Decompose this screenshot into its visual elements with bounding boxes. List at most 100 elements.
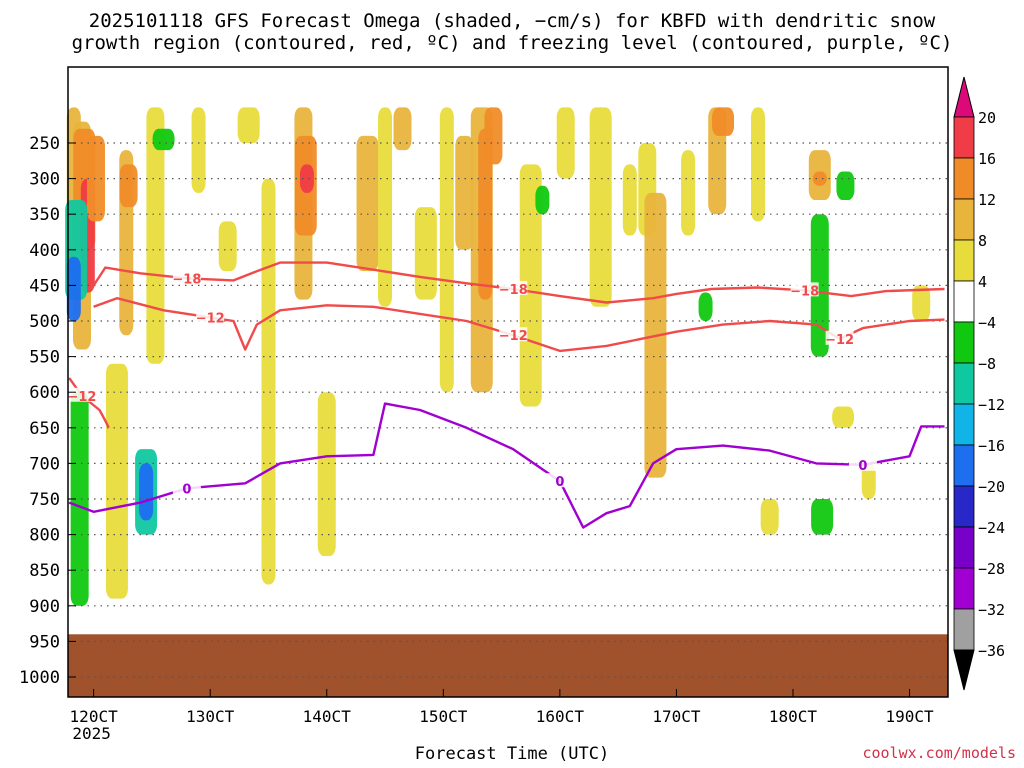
y-tick-label: 650 xyxy=(29,419,60,439)
contour-label-bg xyxy=(499,280,528,295)
colorbar-label: 8 xyxy=(978,232,987,250)
colorbar-band xyxy=(953,116,975,159)
contour-label-bg xyxy=(499,327,528,342)
chart-title-line1: 2025101118 GFS Forecast Omega (shaded, −… xyxy=(88,10,936,32)
colorbar-label: −24 xyxy=(978,519,1005,537)
omega-shade-region xyxy=(146,107,165,364)
x-axis-label: Forecast Time (UTC) xyxy=(414,744,610,764)
contour-label-bg xyxy=(545,473,574,488)
colorbar-label: 12 xyxy=(978,191,996,209)
colorbar-band xyxy=(953,198,975,241)
colorbar-band xyxy=(953,444,975,487)
contour-label-bg xyxy=(196,309,225,324)
contour-dgz_minus12 xyxy=(93,297,945,353)
contour-label-bg xyxy=(825,330,854,345)
omega-shade-region xyxy=(139,463,154,521)
omega-shade-region xyxy=(836,171,855,200)
omega-shade-region xyxy=(810,214,829,357)
colorbar-band xyxy=(953,567,975,610)
colorbar-label: −32 xyxy=(978,601,1005,619)
ground-surface xyxy=(68,634,948,697)
y-tick-label: 750 xyxy=(29,490,60,510)
colorbar-label: −20 xyxy=(978,478,1005,496)
chart-title-line2: growth region (contoured, red, ºC) and f… xyxy=(71,32,953,54)
x-tick-label: 120CT xyxy=(70,707,119,726)
contour-label: −18 xyxy=(790,284,819,299)
y-tick-label: 800 xyxy=(29,526,60,546)
y-tick-label: 950 xyxy=(29,632,60,652)
contour-dgz_minus18 xyxy=(90,261,945,304)
colorbar-band xyxy=(953,403,975,446)
y-tick-label: 850 xyxy=(29,561,60,581)
contour-label: −12 xyxy=(67,390,96,405)
colorbar-label: −28 xyxy=(978,560,1005,578)
omega-shade-region xyxy=(455,135,474,250)
colorbar-label: 16 xyxy=(978,150,996,168)
omega-shade-region xyxy=(912,285,931,321)
y-tick-label: 1000 xyxy=(19,668,60,688)
y-tick-label: 500 xyxy=(29,312,60,332)
x-tick-label: 150CT xyxy=(419,707,468,726)
omega-shade-region xyxy=(299,164,314,193)
omega-shade-region xyxy=(70,392,89,606)
colorbar-label: −12 xyxy=(978,396,1005,414)
colorbar-label: −16 xyxy=(978,437,1005,455)
omega-shade-region xyxy=(439,107,454,393)
x-tick-label: 190CT xyxy=(885,707,934,726)
contour-label: −18 xyxy=(499,283,528,298)
y-tick-label: 900 xyxy=(29,597,60,617)
omega-shade-region xyxy=(86,135,105,222)
omega-shade-region xyxy=(812,171,827,186)
colorbar-band xyxy=(953,485,975,528)
y-tick-label: 700 xyxy=(29,454,60,474)
credit-link[interactable]: coolwx.com/models xyxy=(862,744,1016,762)
omega-shade-region xyxy=(681,150,696,236)
omega-shade-region xyxy=(237,107,260,143)
colorbar-label: 20 xyxy=(978,109,996,127)
x-tick-label: 140CT xyxy=(303,707,352,726)
omega-shade-region xyxy=(832,406,855,428)
y-tick-label: 400 xyxy=(29,241,60,261)
contour-label: 0 xyxy=(858,459,867,474)
contour-label: 0 xyxy=(182,482,191,497)
omega-shade-region xyxy=(712,107,735,136)
colorbar-bottom-arrow xyxy=(953,649,975,691)
colorbar-band xyxy=(953,280,975,323)
y-tick-label: 550 xyxy=(29,348,60,368)
x-tick-label: 160CT xyxy=(536,707,585,726)
y-tick-label: 450 xyxy=(29,276,60,296)
omega-shade-region xyxy=(317,392,336,556)
colorbar-band xyxy=(953,526,975,569)
y-tick-label: 600 xyxy=(29,383,60,403)
omega-shade-region xyxy=(393,107,412,151)
colorbar-label: −4 xyxy=(978,314,996,332)
omega-shade-region xyxy=(698,292,713,321)
omega-shade-region xyxy=(218,221,237,272)
contour-label-bg xyxy=(67,387,96,402)
omega-shade-region xyxy=(556,107,575,179)
omega-shade-region xyxy=(811,499,834,535)
omega-shade-region xyxy=(191,107,206,193)
contour-label: −12 xyxy=(196,311,225,326)
omega-shade-region xyxy=(751,107,766,222)
plot-frame xyxy=(67,66,949,698)
contour-label: −12 xyxy=(499,329,528,344)
x-tick-label: 170CT xyxy=(652,707,701,726)
colorbar-label: −36 xyxy=(978,642,1005,660)
colorbar-band xyxy=(953,362,975,405)
contour-label: −12 xyxy=(825,333,854,348)
contour-label-bg xyxy=(172,480,201,495)
omega-shade-region xyxy=(152,128,175,151)
omega-shade-region xyxy=(66,256,81,321)
colorbar-label: 4 xyxy=(978,273,987,291)
omega-shade-region xyxy=(535,185,550,215)
colorbar-top-arrow xyxy=(953,76,975,118)
omega-shade-region xyxy=(622,164,637,236)
contour-label: −18 xyxy=(172,272,201,287)
x-tick-sublabel: 2025 xyxy=(72,724,111,743)
contour-label-bg xyxy=(848,456,877,471)
omega-shade-region xyxy=(484,107,503,165)
omega-shade-region xyxy=(861,463,876,499)
contour-label-bg xyxy=(790,282,819,297)
omega-shade-region xyxy=(356,135,379,272)
